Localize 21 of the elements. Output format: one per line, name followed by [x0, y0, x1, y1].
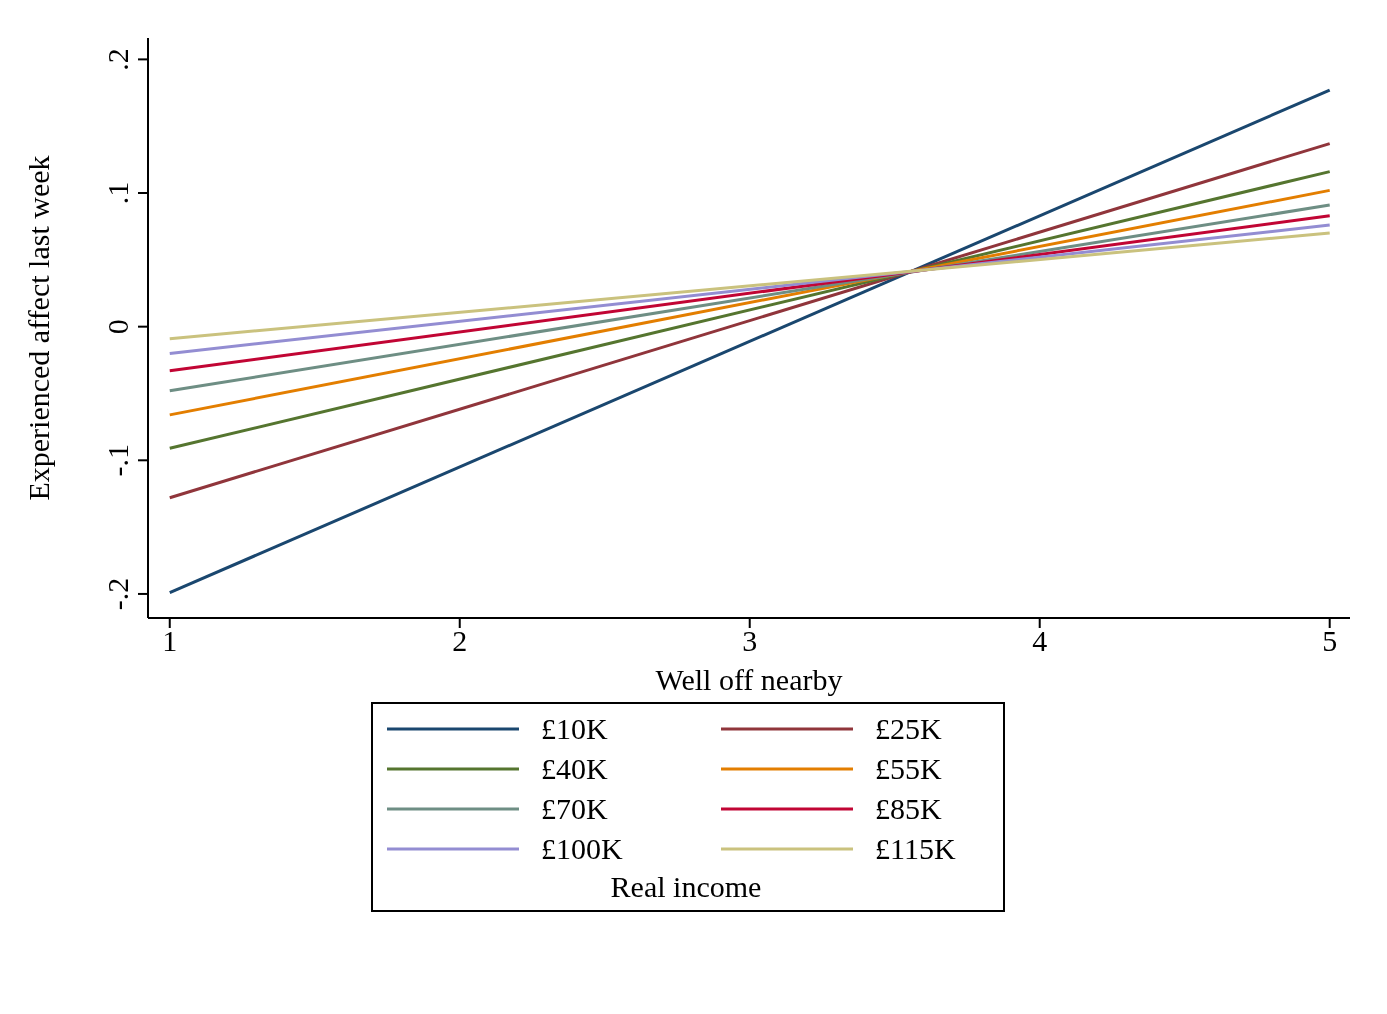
y-tick-label: .1 [101, 181, 134, 205]
legend-label: £25K [875, 712, 943, 746]
legend-label: £55K [875, 752, 943, 786]
legend-label: £100K [541, 832, 624, 866]
y-axis-title: Experienced affect last week [21, 155, 55, 501]
x-tick-label: 2 [452, 624, 468, 658]
legend-label: £10K [541, 712, 609, 746]
y-tick-label: -.2 [101, 577, 134, 611]
x-tick-label: 4 [1032, 624, 1048, 658]
legend-label: £115K [875, 832, 957, 866]
x-axis-title: Well off nearby [655, 663, 843, 696]
y-tick-label: -.1 [101, 444, 134, 477]
y-tick-label: .2 [101, 48, 134, 71]
y-tick-label: 0 [101, 319, 134, 335]
legend-label: £70K [541, 792, 609, 826]
legend-label: £40K [541, 752, 609, 786]
x-tick-label: 3 [742, 624, 758, 658]
x-tick-label: 5 [1322, 624, 1338, 658]
legend-label: £85K [875, 792, 943, 826]
legend-title: Real income [609, 870, 763, 904]
x-tick-label: 1 [162, 624, 178, 658]
